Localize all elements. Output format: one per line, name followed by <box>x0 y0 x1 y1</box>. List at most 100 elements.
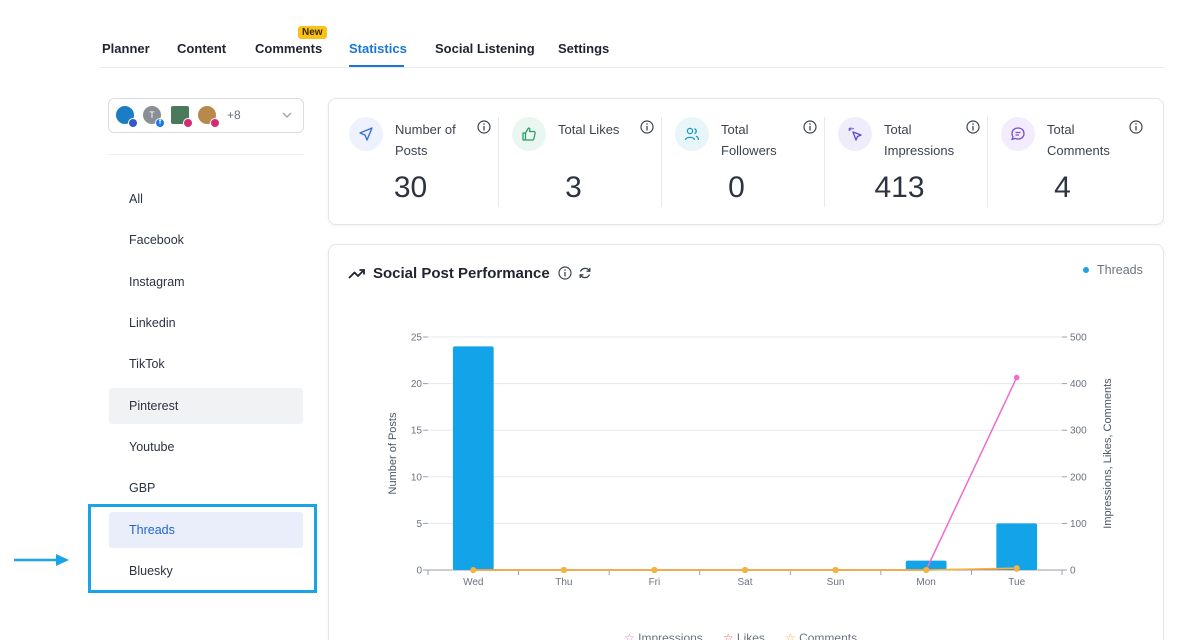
info-icon[interactable] <box>477 120 491 134</box>
x-tick-label: Mon <box>916 577 935 588</box>
legend-dot <box>1083 266 1089 273</box>
bar-threads <box>452 346 494 570</box>
legend-label: Threads <box>1097 263 1143 277</box>
bar-threads <box>996 523 1038 570</box>
sidebar-item-bluesky[interactable]: Bluesky <box>129 564 173 578</box>
sidebar-item-youtube[interactable]: Youtube <box>129 440 175 454</box>
y2-tick-label: 0 <box>1070 566 1076 577</box>
annotation-highlight-box <box>88 504 317 593</box>
stat-label: Number of Posts <box>395 122 456 158</box>
stat-total-impressions: Total Impressions 413 <box>818 99 981 224</box>
stat-value: 4 <box>1054 171 1071 204</box>
info-icon[interactable] <box>1129 120 1143 134</box>
y2-tick-label: 300 <box>1070 426 1087 437</box>
users-icon <box>675 117 709 151</box>
sidebar-divider <box>108 154 304 155</box>
y-tick-label: 0 <box>416 566 422 577</box>
info-icon[interactable] <box>803 120 817 134</box>
stat-divider <box>661 117 662 207</box>
x-tick-label: Sun <box>827 577 845 588</box>
tab-content[interactable]: Content <box>177 41 227 56</box>
sidebar-item-threads[interactable]: Threads <box>109 512 303 548</box>
tab-comments[interactable]: Comments <box>255 41 323 56</box>
info-icon[interactable] <box>966 120 980 134</box>
star-icon: ☆ <box>784 631 796 640</box>
bottom-legend: ☆ Impressions ☆ Likes ☆ Comments <box>624 631 857 640</box>
tab-social-listening[interactable]: Social Listening <box>435 41 535 56</box>
account-selector[interactable]: T f +8 <box>108 98 304 133</box>
legend-item-likes[interactable]: ☆ Likes <box>723 631 765 640</box>
tab-settings[interactable]: Settings <box>558 41 610 56</box>
message-icon <box>1001 117 1035 151</box>
stat-label: Total Impressions <box>884 122 955 158</box>
refresh-icon[interactable] <box>578 266 592 280</box>
top-navigation <box>100 0 1164 68</box>
stat-label: Total Comments <box>1047 122 1110 158</box>
account-avatar: T f <box>142 105 165 128</box>
sidebar-item-linkedin[interactable]: Linkedin <box>129 316 176 330</box>
y-tick-label: 15 <box>411 426 423 437</box>
stats-card: Number of Posts 30 Total Likes 3 Total F… <box>328 98 1164 225</box>
account-avatar <box>170 105 193 128</box>
point-comments <box>651 567 658 573</box>
stat-value: 3 <box>565 171 582 204</box>
y-tick-label: 10 <box>411 472 423 483</box>
instagram-icon <box>183 118 193 128</box>
legend-item-impressions[interactable]: ☆ Impressions <box>624 631 703 640</box>
sidebar-item-all[interactable]: All <box>129 192 143 206</box>
x-tick-label: Thu <box>555 577 572 588</box>
cursor-click-icon <box>838 117 872 151</box>
brand-badge-icon <box>128 118 138 128</box>
chevron-down-icon <box>282 112 292 118</box>
stat-label: Total Followers <box>721 122 777 158</box>
legend-label: Comments <box>799 631 858 640</box>
stat-value: 30 <box>393 171 428 204</box>
sidebar-item-facebook[interactable]: Facebook <box>129 233 184 247</box>
legend-item-threads[interactable]: Threads <box>1083 263 1143 277</box>
y2-tick-label: 200 <box>1070 472 1087 483</box>
info-icon[interactable] <box>640 120 654 134</box>
account-avatar <box>197 105 220 128</box>
tab-statistics[interactable]: Statistics <box>349 41 407 56</box>
more-accounts-count: +8 <box>227 108 241 122</box>
stat-divider <box>498 117 499 207</box>
y-tick-label: 5 <box>416 519 422 530</box>
y2-tick-label: 400 <box>1070 379 1087 390</box>
active-tab-indicator <box>349 65 404 67</box>
legend-item-comments[interactable]: ☆ Comments <box>785 631 857 640</box>
stat-divider <box>824 117 825 207</box>
stat-divider <box>987 117 988 207</box>
account-avatar <box>115 105 138 128</box>
point-impressions <box>1013 374 1020 381</box>
stat-total-followers: Total Followers 0 <box>655 99 818 224</box>
y-tick-label: 25 <box>411 333 423 344</box>
sidebar-item-pinterest[interactable]: Pinterest <box>109 388 303 424</box>
point-comments <box>470 567 477 573</box>
sidebar-item-instagram[interactable]: Instagram <box>129 275 185 289</box>
x-tick-label: Sat <box>737 577 752 588</box>
thumbs-up-icon <box>512 117 546 151</box>
star-icon: ☆ <box>624 631 635 640</box>
point-comments <box>832 567 839 573</box>
legend-label: Likes <box>736 631 765 640</box>
x-tick-label: Wed <box>463 577 483 588</box>
x-tick-label: Tue <box>1008 577 1025 588</box>
arrow-right-icon <box>14 554 69 566</box>
chart-title: Social Post Performance <box>373 265 550 282</box>
tab-planner[interactable]: Planner <box>102 41 150 56</box>
send-icon <box>349 117 383 151</box>
facebook-icon: f <box>155 118 165 128</box>
stat-value: 413 <box>874 171 925 204</box>
sidebar-item-gbp[interactable]: GBP <box>129 481 156 495</box>
point-comments <box>923 567 930 573</box>
y2-axis-title: Impressions, Likes, Comments <box>1102 378 1114 529</box>
line-impressions <box>473 377 1018 571</box>
y-axis-title: Number of Posts <box>387 412 399 494</box>
info-icon[interactable] <box>558 266 572 280</box>
y2-tick-label: 500 <box>1070 333 1087 344</box>
stat-label: Total Likes <box>558 122 620 137</box>
stat-total-comments: Total Comments 4 <box>981 99 1144 224</box>
sidebar-item-tiktok[interactable]: TikTok <box>129 357 165 371</box>
instagram-icon <box>210 118 220 128</box>
